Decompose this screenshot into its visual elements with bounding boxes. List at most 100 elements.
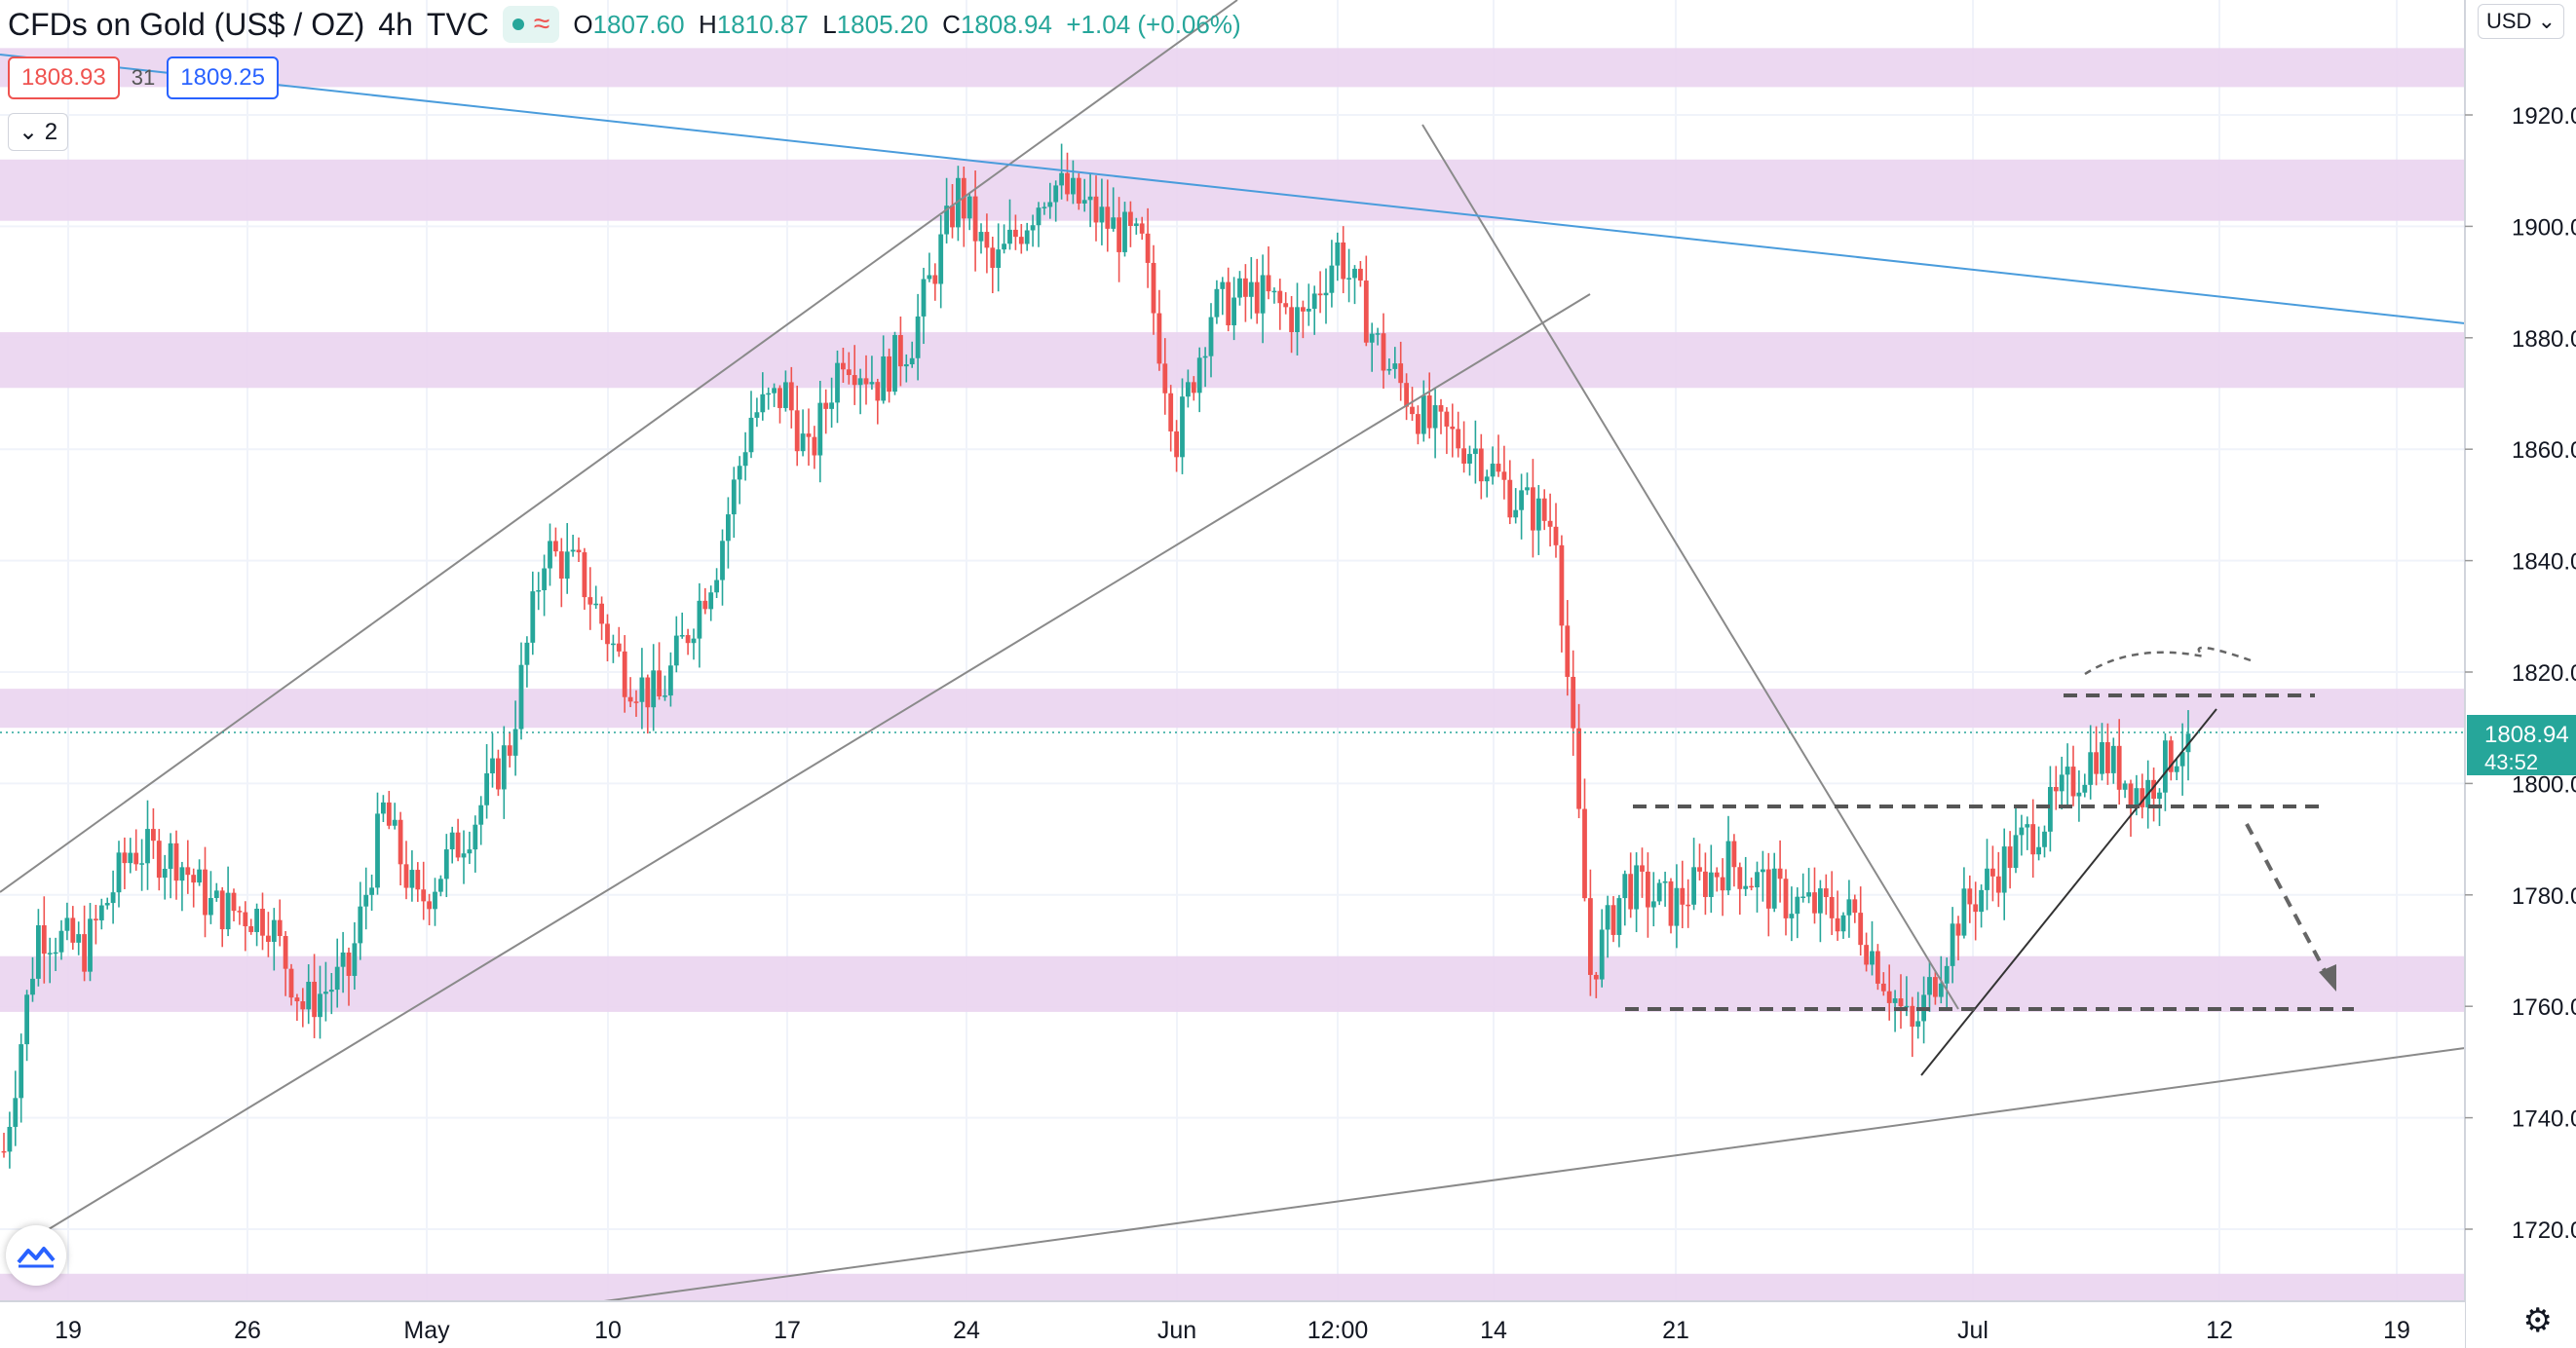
candle-down <box>1358 268 1363 281</box>
candle-up <box>1650 901 1656 908</box>
candle-down <box>191 875 197 883</box>
candle-down <box>1547 520 1553 527</box>
candle-up <box>2059 774 2065 792</box>
candle-down <box>1955 923 1961 936</box>
spread-value: 31 <box>131 65 156 90</box>
candle-down <box>1093 196 1099 223</box>
candle-up <box>1323 292 1329 296</box>
candle-up <box>116 852 122 893</box>
candle-down <box>1703 871 1708 897</box>
candle-down <box>887 356 891 393</box>
time-tick-label: 12 <box>2206 1317 2233 1344</box>
sell-button[interactable]: 1808.93 <box>8 56 120 99</box>
candle-down <box>1117 217 1121 252</box>
candle-up <box>1306 308 1311 312</box>
candle-up <box>1081 200 1087 204</box>
candle-up <box>1024 230 1030 244</box>
buy-button[interactable]: 1809.25 <box>167 56 280 99</box>
candle-up <box>1599 929 1605 980</box>
price-tick-label: 1860.00 <box>2512 437 2576 464</box>
market-open-dot-icon <box>511 19 524 30</box>
time-tick-label: 10 <box>594 1317 622 1344</box>
candle-up <box>1484 476 1490 482</box>
candle-down <box>990 247 996 268</box>
candle-up <box>708 592 714 610</box>
candle-up <box>449 832 455 850</box>
candle-down <box>1496 464 1501 472</box>
candle-down <box>1266 275 1271 292</box>
candle-up <box>754 412 760 418</box>
candle-up <box>593 603 599 606</box>
candle-down <box>875 382 881 401</box>
candle-up <box>24 994 29 1045</box>
candle-down <box>852 375 857 386</box>
candle-up <box>1622 874 1628 899</box>
candle-up <box>1271 290 1277 293</box>
candle-down <box>1531 487 1535 531</box>
candle-up <box>714 580 719 593</box>
candle-down <box>1864 945 1869 965</box>
candle-up <box>64 917 70 931</box>
candle-down <box>1646 871 1650 908</box>
candle-down <box>1283 303 1289 308</box>
candle-up <box>1432 405 1438 429</box>
candle-down <box>794 410 800 452</box>
candle-up <box>742 452 748 467</box>
candle-up <box>139 863 144 865</box>
candle-down <box>1990 868 1995 877</box>
candle-down <box>1973 904 1979 913</box>
candle-down <box>841 362 846 370</box>
candle-down <box>806 433 812 437</box>
descending-trendline <box>1421 124 1959 1010</box>
candle-up <box>548 541 552 569</box>
symbol-name[interactable]: CFDs on Gold (US$ / OZ) <box>8 6 365 42</box>
candle-up <box>2076 792 2082 797</box>
candle-up <box>88 918 93 972</box>
candle-down <box>627 696 633 702</box>
candle-up <box>208 897 213 916</box>
candle-down <box>1933 977 1938 997</box>
candle-down <box>1714 872 1720 878</box>
candle-up <box>2019 827 2025 836</box>
market-status-badge[interactable]: ≈ <box>502 6 560 43</box>
candle-down <box>1013 229 1018 238</box>
price-axis: 1920.00 1900.00 1880.00 1860.00 1840.00 1820.… <box>2464 0 2576 1348</box>
candle-up <box>611 643 616 646</box>
interval-label[interactable]: 4h <box>378 6 413 42</box>
tradingview-logo-icon[interactable] <box>6 1225 66 1286</box>
candle-down <box>1381 333 1386 371</box>
candle-up <box>772 388 777 393</box>
candle-up <box>53 952 58 955</box>
candle-down <box>846 369 852 376</box>
price-tick-label: 1800.00 <box>2512 771 2576 798</box>
settings-gear-icon[interactable]: ⚙ <box>2522 1302 2553 1339</box>
candle-up <box>892 335 897 393</box>
candle-up <box>570 549 576 552</box>
candle-down <box>122 852 128 864</box>
candle-up <box>1220 281 1226 289</box>
price-tick-label: 1900.00 <box>2512 214 2576 241</box>
last-price-box <box>2467 715 2576 775</box>
currency-button[interactable]: USD ⌄ <box>2478 4 2564 39</box>
candle-up <box>168 842 173 869</box>
candle-up <box>2013 835 2019 869</box>
candle-down <box>1162 363 1168 393</box>
source-label: TVC <box>426 6 489 42</box>
candle-up <box>1525 487 1530 491</box>
candle-up <box>737 466 742 480</box>
candle-down <box>2030 824 2036 855</box>
candle-up <box>438 879 443 892</box>
price-zone <box>0 955 2465 1012</box>
candle-down <box>386 802 392 826</box>
change-value: +1.04 (+0.06%) <box>1066 9 1241 39</box>
long-term-support-trendline <box>603 1047 2466 1302</box>
candle-down <box>421 889 427 902</box>
candle-down <box>1593 974 1599 980</box>
indicators-toggle-button[interactable]: ⌄ 2 <box>8 113 69 151</box>
candle-up <box>76 934 82 943</box>
candle-up <box>1042 206 1047 208</box>
candle-down <box>2053 787 2059 792</box>
price-axis-bg <box>2465 0 2576 1301</box>
price-tick-label: 1720.00 <box>2512 1217 2576 1244</box>
